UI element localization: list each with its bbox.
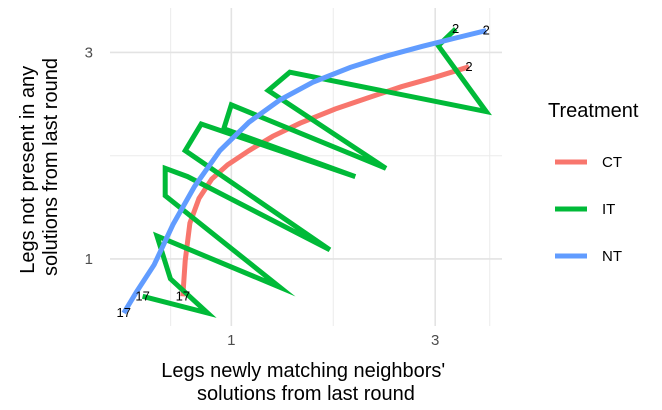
series-line-nt (121, 28, 487, 315)
legend: Treatment CT IT NT (548, 100, 639, 265)
x-axis-title-line-1: Legs newly matching neighbors' (161, 360, 445, 382)
legend-items: CT IT NT (555, 154, 622, 265)
plot-panel (110, 8, 502, 326)
point-label-it: 17 (135, 288, 149, 303)
y-tick-label: 3 (85, 44, 93, 61)
point-label-ct: 2 (465, 59, 472, 74)
y-axis-title-line-1: Legs not present in any (17, 66, 39, 274)
x-axis-title: Legs newly matching neighbors' solutions… (161, 360, 451, 405)
series-line-it (141, 27, 492, 318)
x-tick-label: 3 (431, 332, 439, 349)
tick-labels: 1 3 1 3 (85, 44, 440, 349)
series-lines (121, 27, 492, 318)
legend-title: Treatment (548, 100, 639, 122)
y-tick-label: 1 (85, 251, 93, 268)
legend-label-it: IT (602, 201, 615, 218)
legend-label-ct: CT (602, 154, 622, 171)
point-label-nt: 2 (483, 23, 490, 38)
legend-label-nt: NT (602, 248, 622, 265)
point-label-it: 2 (452, 21, 459, 36)
y-axis-title-line-2: solutions from last round (40, 58, 62, 276)
x-tick-label: 1 (227, 332, 235, 349)
point-labels: 17 2 17 2 17 2 (117, 21, 490, 320)
point-label-nt: 17 (117, 305, 131, 320)
x-axis-title-line-2: solutions from last round (197, 383, 415, 405)
point-label-ct: 17 (176, 288, 190, 303)
y-axis-title: Legs not present in any solutions from l… (17, 58, 62, 276)
